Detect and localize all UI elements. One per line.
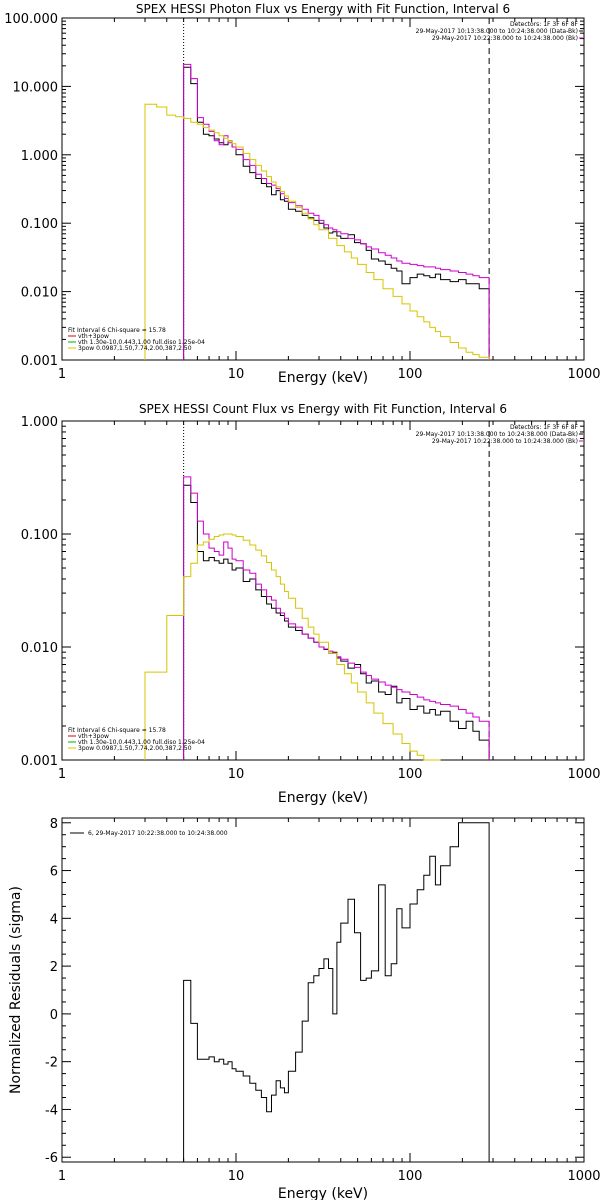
x-axis-label: Energy (keV)	[278, 790, 368, 806]
fit-line: Fit Interval 6 Chi-square = 15.78	[68, 327, 166, 334]
x-axis-label: Energy (keV)	[278, 370, 368, 386]
x-tick-label: 1000	[567, 367, 600, 382]
y-tick-label: 1.000	[21, 415, 58, 430]
y-tick-label: 1.000	[21, 149, 58, 164]
x-axis-label: Energy (keV)	[278, 1186, 368, 1200]
y-axis-label: Normalized Residuals (sigma)	[8, 886, 24, 1094]
y-tick-label: -2	[45, 1056, 58, 1071]
y-tick-label: 0.100	[21, 217, 58, 232]
y-tick-label: 8	[50, 817, 58, 832]
y-tick-label: 10.000	[13, 80, 59, 95]
x-tick-label: 100	[398, 767, 423, 782]
legend-text: 6, 29-May-2017 10:22:38.000 to 10:24:38.…	[88, 830, 228, 837]
y-tick-label: 0.010	[21, 286, 58, 301]
series-line-1	[183, 476, 490, 760]
x-tick-label: 1	[58, 367, 66, 382]
chart-title: SPEX HESSI Photon Flux vs Energy with Fi…	[136, 2, 510, 16]
x-tick-label: 1000	[567, 767, 600, 782]
fit-line: vth 1.30e-10,0.443,1.00 full.diso 1.25e-…	[78, 739, 205, 746]
y-tick-label: 0.001	[21, 354, 58, 369]
chart-title: SPEX HESSI Count Flux vs Energy with Fit…	[139, 402, 507, 416]
header-line: 29-May-2017 10:13:38.000 to 10:24:38.000…	[416, 28, 578, 35]
fit-line: vth+3pow	[78, 733, 109, 740]
fit-line: vth 1.30e-10,0.443,1.00 full.diso 1.25e-…	[78, 339, 205, 346]
series-line-2	[144, 103, 490, 360]
y-tick-label: 2	[50, 960, 58, 975]
y-tick-label: 100.000	[4, 12, 58, 27]
fit-line: 3pow 0.0987,1.50,7.74,2.00,387,2.50	[78, 745, 192, 752]
header-line: Detectors: 1F 3F 6F 8F	[510, 21, 579, 28]
y-tick-label: 6	[50, 865, 58, 880]
x-tick-label: 10	[228, 1169, 245, 1184]
plot-frame	[61, 17, 585, 361]
fit-line: vth+3pow	[78, 333, 109, 340]
x-tick-label: 1000	[567, 1169, 600, 1184]
header-line: 29-May-2017 10:22:38.000 to 10:24:38.000…	[432, 35, 578, 42]
y-tick-label: 0.001	[21, 754, 58, 769]
fit-line: 3pow 0.0987,1.50,7.74,2.00,387,2.50	[78, 345, 192, 352]
header-line: 29-May-2017 10:13:38.000 to 10:24:38.000…	[416, 431, 578, 438]
plot-frame	[61, 420, 585, 761]
y-tick-label: 4	[50, 912, 58, 927]
x-tick-label: 100	[398, 1169, 423, 1184]
fit-line: Fit Interval 6 Chi-square = 15.78	[68, 727, 166, 734]
y-tick-label: 0.100	[21, 528, 58, 543]
header-line: 29-May-2017 10:22:38.000 to 10:24:38.000…	[432, 438, 578, 445]
y-tick-label: -6	[45, 1151, 58, 1166]
series-line-1	[183, 63, 490, 360]
series-line-2	[144, 533, 441, 761]
y-tick-label: 0.010	[21, 641, 58, 656]
y-tick-label: 0	[50, 1008, 58, 1023]
series-line-0	[183, 822, 490, 1162]
residuals-panel: 1 10 100 1000 Energy (keV) 8 6 4 2 0 -2 -4 -6 Normali…	[8, 817, 600, 1200]
x-tick-label: 10	[228, 367, 245, 382]
x-tick-label: 1	[58, 1169, 66, 1184]
y-tick-label: -4	[45, 1103, 58, 1118]
header-line: Detectors: 1F 3F 6F 8F	[510, 424, 579, 431]
photon-flux-panel: SPEX HESSI Photon Flux vs Energy with Fi…	[4, 2, 600, 386]
x-tick-label: 1	[58, 767, 66, 782]
count-flux-panel: SPEX HESSI Count Flux vs Energy with Fit…	[21, 402, 600, 806]
x-tick-label: 100	[398, 367, 423, 382]
x-tick-label: 10	[228, 767, 245, 782]
